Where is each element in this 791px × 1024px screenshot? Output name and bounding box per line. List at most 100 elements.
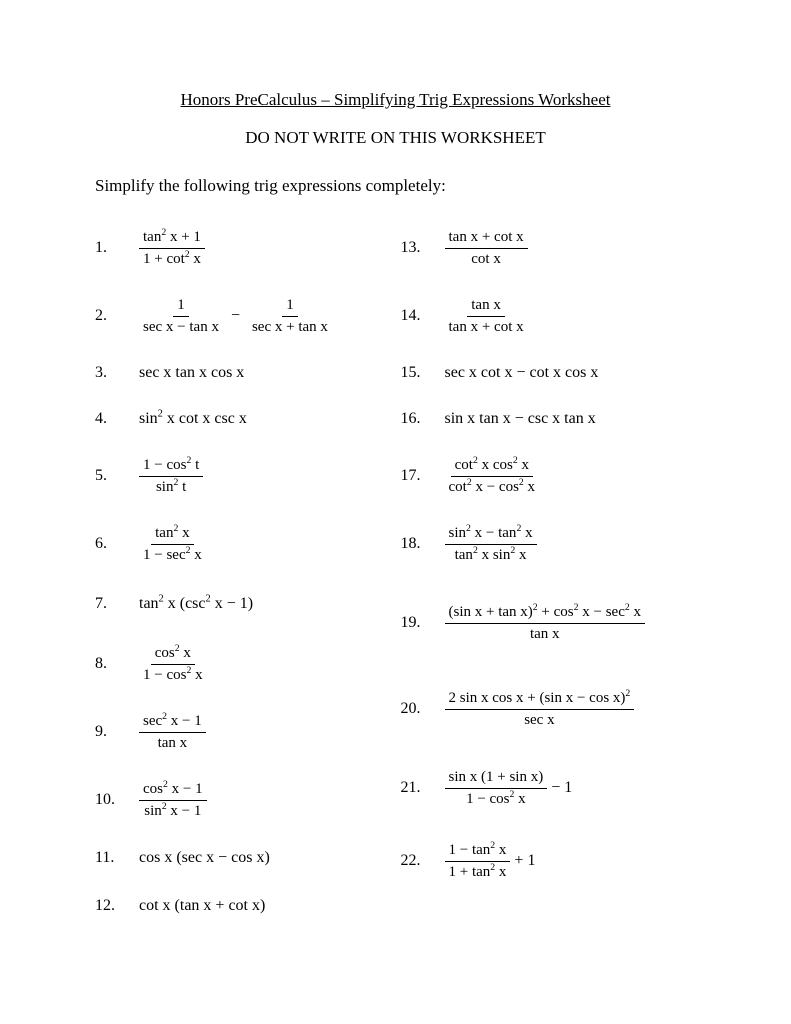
problem-17: 17. cot2 x cos2 x cot2 x − cos2 x	[401, 442, 697, 510]
operator: −	[231, 307, 240, 325]
problem-10: 10. cos2 x − 1 sin2 x − 1	[95, 766, 391, 834]
problem-2: 2. 1 sec x − tan x − 1 sec x + tan x	[95, 282, 391, 350]
problem-12: 12. cot x (tan x + cot x)	[95, 882, 391, 930]
expression: sin2 x cot x csc x	[139, 410, 247, 428]
denominator: tan x + cot x	[445, 317, 528, 337]
numerator: sin x (1 + sin x)	[445, 768, 548, 789]
problem-13: 13. tan x + cot x cot x	[401, 214, 697, 282]
denominator: sec x + tan x	[248, 317, 332, 337]
problem-number: 5.	[95, 467, 139, 485]
fraction: sin2 x − tan2 x tan2 x sin2 x	[445, 524, 537, 565]
problem-number: 20.	[401, 700, 445, 718]
numerator: cos2 x	[151, 644, 195, 665]
right-column: 13. tan x + cot x cot x 14. tan x tan x …	[401, 214, 697, 930]
problem-11: 11. cos x (sec x − cos x)	[95, 834, 391, 882]
expression: sec x cot x − cot x cos x	[445, 364, 599, 382]
numerator: tan2 x + 1	[139, 228, 205, 249]
problem-number: 9.	[95, 723, 139, 741]
problem-16: 16. sin x tan x − csc x tan x	[401, 396, 697, 442]
problem-9: 9. sec2 x − 1 tan x	[95, 698, 391, 766]
numerator: 1	[282, 296, 298, 317]
problem-20: 20. 2 sin x cos x + (sin x − cos x)2 sec…	[401, 668, 697, 750]
problem-number: 18.	[401, 535, 445, 553]
numerator: cot2 x cos2 x	[451, 456, 533, 477]
fraction: sec2 x − 1 tan x	[139, 712, 206, 753]
expression: cos x (sec x − cos x)	[139, 849, 270, 867]
problem-number: 21.	[401, 779, 445, 797]
numerator: sec2 x − 1	[139, 712, 206, 733]
fraction: 2 sin x cos x + (sin x − cos x)2 sec x	[445, 689, 635, 730]
denominator: 1 + cot2 x	[139, 249, 205, 269]
fraction: tan x + cot x cot x	[445, 228, 528, 269]
fraction: sin x (1 + sin x) 1 − cos2 x	[445, 768, 548, 809]
tail-term: + 1	[514, 852, 535, 870]
problem-number: 22.	[401, 852, 445, 870]
numerator: 2 sin x cos x + (sin x − cos x)2	[445, 689, 635, 710]
denominator: tan x	[526, 624, 564, 644]
fraction: 1 sec x − tan x	[139, 296, 223, 337]
denominator: 1 − cos2 x	[139, 665, 207, 685]
tail-term: − 1	[551, 779, 572, 797]
problem-number: 16.	[401, 410, 445, 428]
problem-6: 6. tan2 x 1 − sec2 x	[95, 510, 391, 578]
problem-number: 3.	[95, 364, 139, 382]
left-column: 1. tan2 x + 1 1 + cot2 x 2. 1 sec x − ta…	[95, 214, 391, 930]
problem-number: 14.	[401, 307, 445, 325]
fraction: tan2 x 1 − sec2 x	[139, 524, 206, 565]
denominator: sec x	[520, 710, 558, 730]
page-title: Honors PreCalculus – Simplifying Trig Ex…	[95, 90, 696, 110]
denominator: sin2 t	[152, 477, 190, 497]
problem-number: 4.	[95, 410, 139, 428]
numerator: sin2 x − tan2 x	[445, 524, 537, 545]
problem-number: 6.	[95, 535, 139, 553]
problem-14: 14. tan x tan x + cot x	[401, 282, 697, 350]
fraction: 1 sec x + tan x	[248, 296, 332, 337]
problem-number: 19.	[401, 614, 445, 632]
problem-number: 8.	[95, 655, 139, 673]
denominator: cot x	[467, 249, 505, 269]
numerator: tan x + cot x	[445, 228, 528, 249]
problem-number: 10.	[95, 791, 139, 809]
problem-4: 4. sin2 x cot x csc x	[95, 396, 391, 442]
problem-number: 1.	[95, 239, 139, 257]
page-subtitle: DO NOT WRITE ON THIS WORKSHEET	[95, 128, 696, 148]
fraction: cos2 x − 1 sin2 x − 1	[139, 780, 207, 821]
problem-number: 11.	[95, 849, 139, 867]
denominator: sin2 x − 1	[140, 801, 205, 821]
problem-7: 7. tan2 x (csc2 x − 1)	[95, 578, 391, 630]
problem-22: 22. 1 − tan2 x 1 + tan2 x + 1	[401, 826, 697, 896]
denominator: 1 − sec2 x	[139, 545, 206, 565]
problem-3: 3. sec x tan x cos x	[95, 350, 391, 396]
numerator: (sin x + tan x)2 + cos2 x − sec2 x	[445, 603, 646, 624]
numerator: 1 − cos2 t	[139, 456, 203, 477]
worksheet-page: Honors PreCalculus – Simplifying Trig Ex…	[0, 0, 791, 990]
problem-19: 19. (sin x + tan x)2 + cos2 x − sec2 x t…	[401, 578, 697, 668]
problem-number: 15.	[401, 364, 445, 382]
fraction: (sin x + tan x)2 + cos2 x − sec2 x tan x	[445, 603, 646, 644]
expression: sec x tan x cos x	[139, 364, 244, 382]
fraction: 1 − tan2 x 1 + tan2 x	[445, 841, 511, 882]
numerator: tan2 x	[151, 524, 193, 545]
denominator: sec x − tan x	[139, 317, 223, 337]
instructions-text: Simplify the following trig expressions …	[95, 176, 696, 196]
expression: tan2 x (csc2 x − 1)	[139, 595, 253, 613]
problem-number: 12.	[95, 897, 139, 915]
problem-number: 13.	[401, 239, 445, 257]
numerator: cos2 x − 1	[139, 780, 207, 801]
problem-number: 17.	[401, 467, 445, 485]
problem-5: 5. 1 − cos2 t sin2 t	[95, 442, 391, 510]
denominator: 1 + tan2 x	[445, 862, 511, 882]
numerator: 1 − tan2 x	[445, 841, 511, 862]
problem-8: 8. cos2 x 1 − cos2 x	[95, 630, 391, 698]
expression: 1 sec x − tan x − 1 sec x + tan x	[139, 296, 332, 337]
denominator: 1 − cos2 x	[462, 789, 530, 809]
denominator: cot2 x − cos2 x	[445, 477, 540, 497]
problem-1: 1. tan2 x + 1 1 + cot2 x	[95, 214, 391, 282]
expression: cot x (tan x + cot x)	[139, 897, 265, 915]
fraction: 1 − cos2 t sin2 t	[139, 456, 203, 497]
expression: sin x (1 + sin x) 1 − cos2 x − 1	[445, 768, 573, 809]
fraction: tan x tan x + cot x	[445, 296, 528, 337]
fraction: cos2 x 1 − cos2 x	[139, 644, 207, 685]
problem-columns: 1. tan2 x + 1 1 + cot2 x 2. 1 sec x − ta…	[95, 214, 696, 930]
expression: sin x tan x − csc x tan x	[445, 410, 596, 428]
